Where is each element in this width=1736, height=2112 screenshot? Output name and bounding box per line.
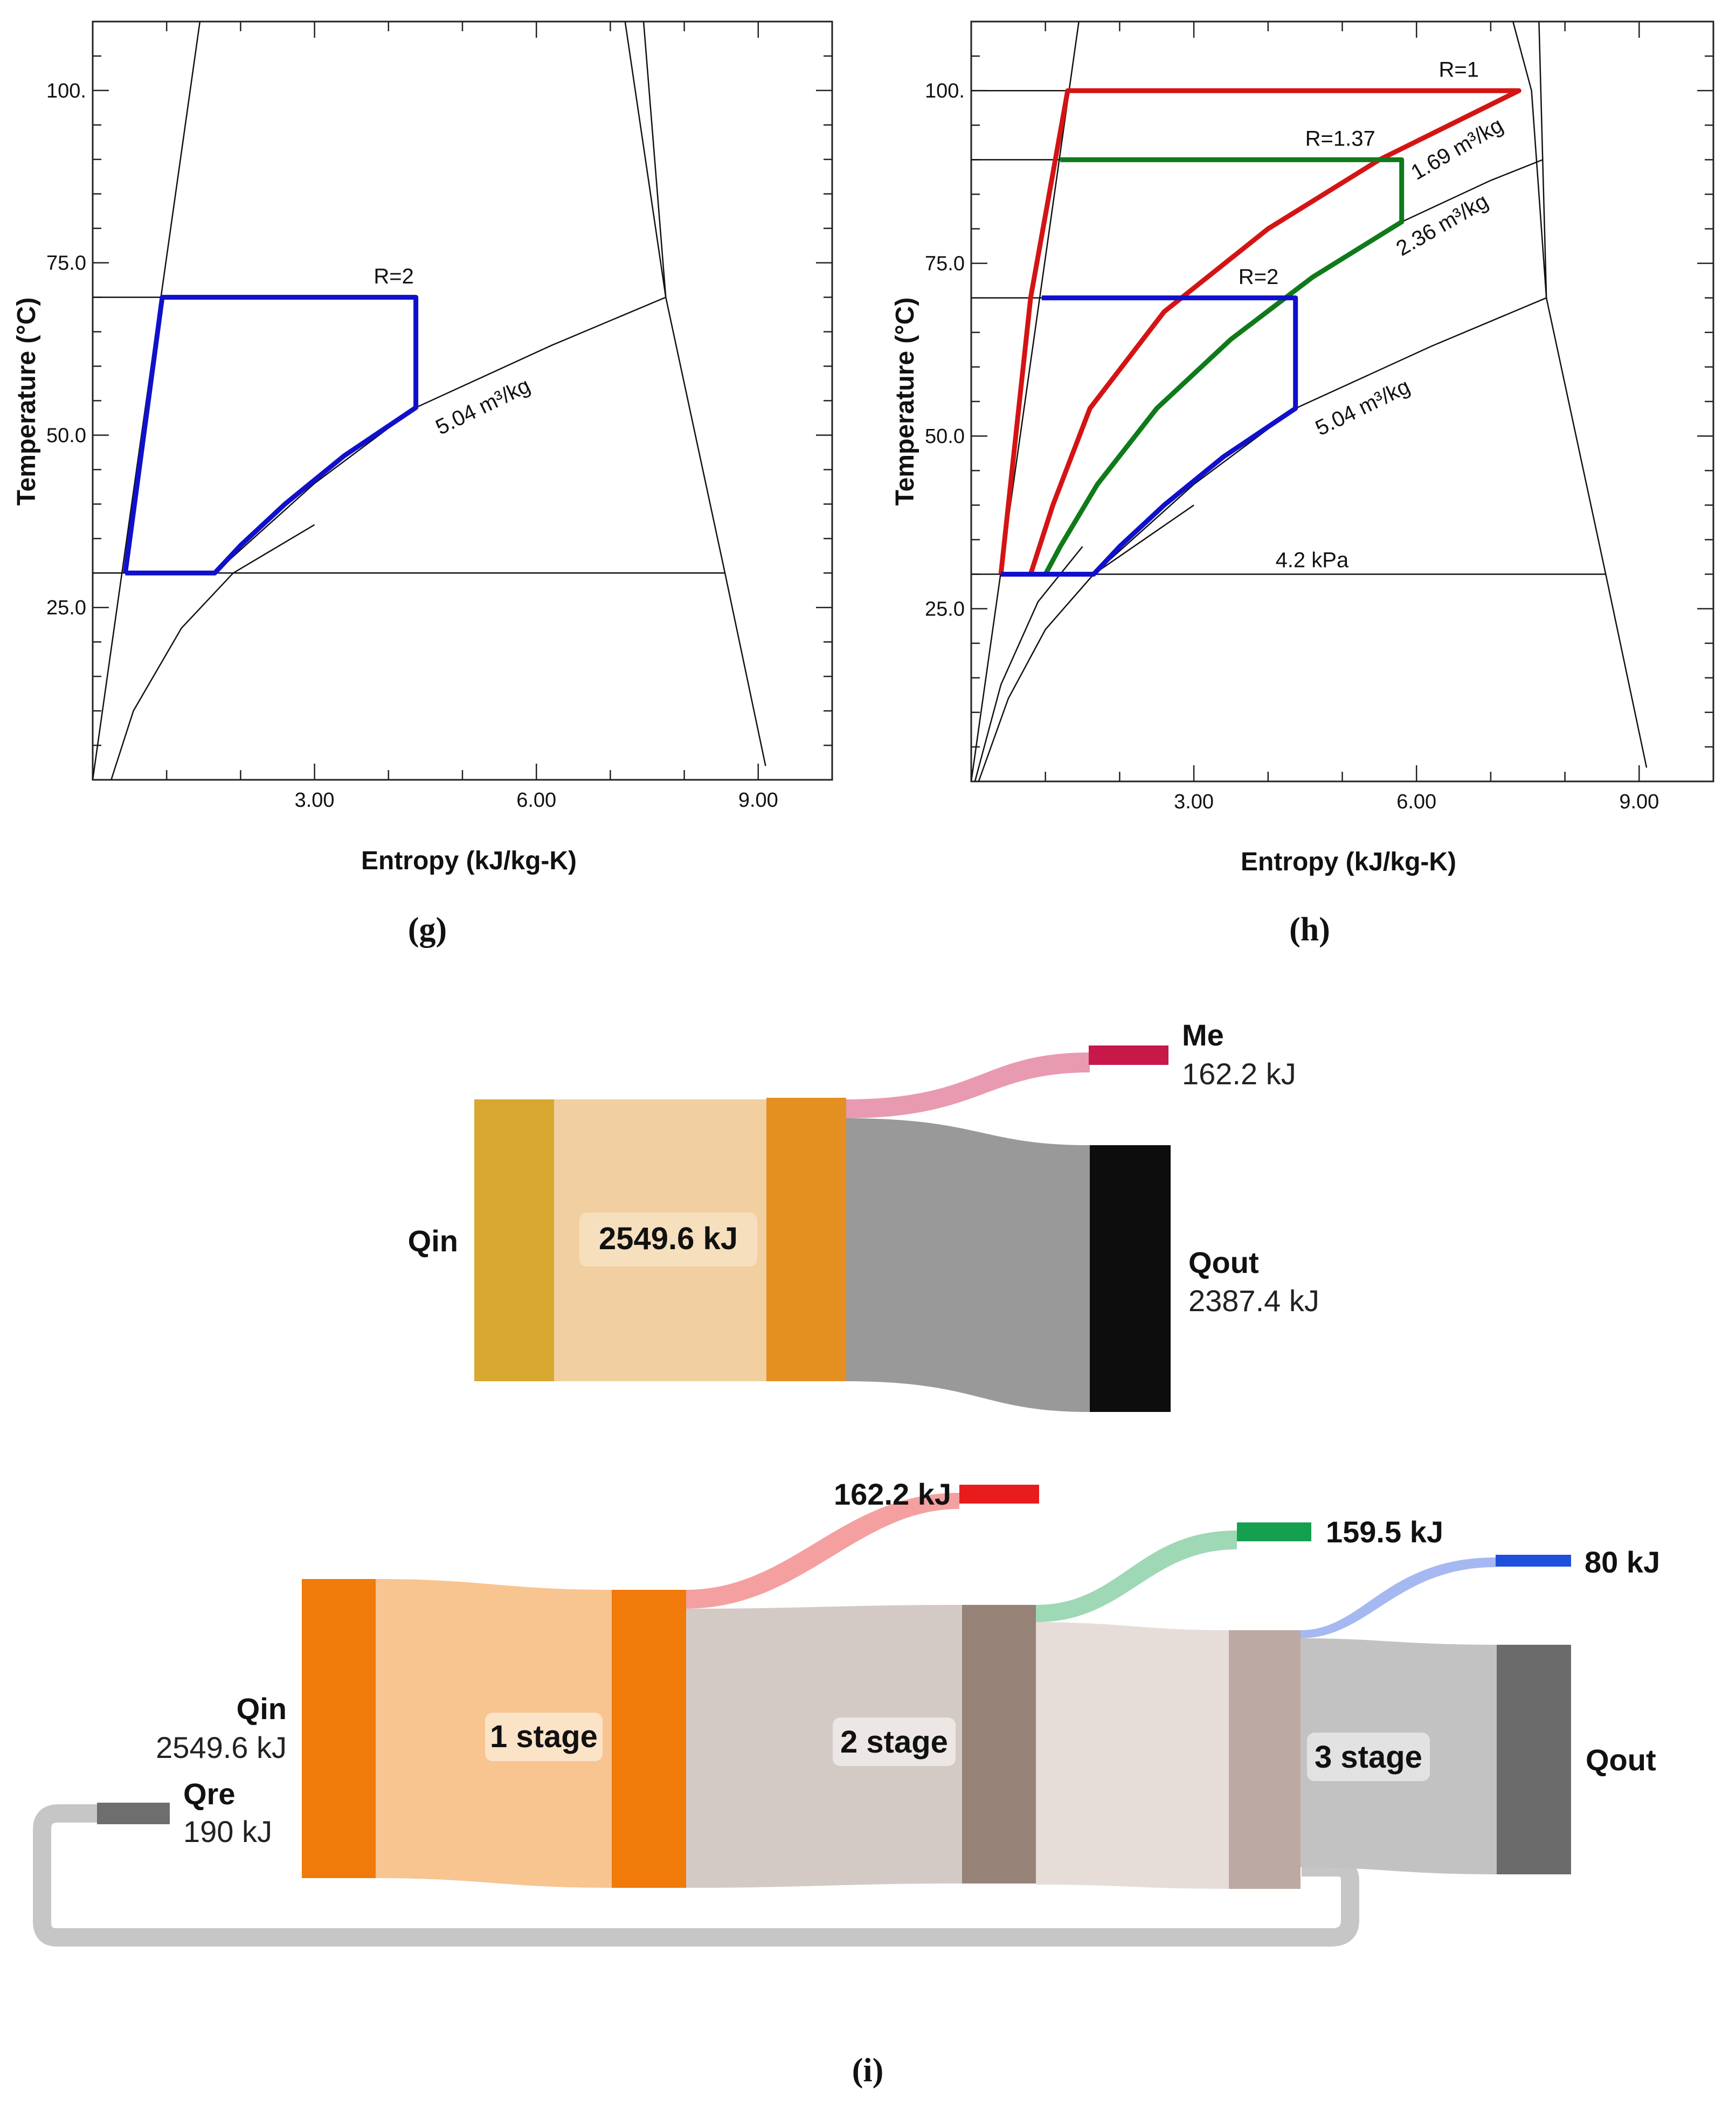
g-xtick-label: 6.00	[516, 789, 556, 812]
g-series-r-2	[122, 295, 419, 576]
h-ytick-label: 50.0	[925, 425, 965, 448]
sankey-bottom-node-qre	[97, 1803, 170, 1824]
h-series-r-2	[1001, 295, 1298, 577]
sankey-bottom-stage2-label: 2 stage	[840, 1725, 948, 1760]
sankey-bottom-node-qout	[1497, 1645, 1571, 1874]
h-xtick-label: 9.00	[1619, 791, 1659, 813]
sankey-top-mid-label-bg	[579, 1213, 757, 1266]
panel-g-caption: (g)	[408, 911, 447, 948]
g-refline-vapor-line-2	[642, 21, 667, 297]
g-xtick-label: 3.00	[295, 789, 335, 812]
h-annotation: R=1	[1439, 58, 1479, 82]
h-series-r-1-37	[1043, 157, 1405, 576]
sankey-bottom-node-loss3	[1496, 1555, 1571, 1567]
sankey-bottom-stage2-label-bg	[833, 1718, 956, 1766]
sankey-bottom-qin-value: 2549.6 kJ	[156, 1730, 287, 1764]
sankey-top-link-me	[845, 1052, 1090, 1118]
sankey-top-qout-value: 2387.4 kJ	[1188, 1284, 1319, 1318]
sankey-bottom-node-stage2	[962, 1605, 1036, 1884]
panel-g-ylabel: Temperature (°C)	[12, 297, 41, 506]
sankey-bottom-qout-name: Qout	[1586, 1743, 1656, 1777]
h-annotation: R=2	[1239, 265, 1279, 289]
panel-i-caption: (i)	[852, 2052, 884, 2089]
h-annotation: 4.2 kPa	[1276, 549, 1349, 572]
sankey-bottom-stage3-label-bg	[1307, 1733, 1430, 1781]
sankey-bottom-qre-value: 190 kJ	[183, 1815, 272, 1848]
sankey-bottom-stage3-label: 3 stage	[1315, 1740, 1422, 1775]
sankey-top-node-qin	[474, 1099, 554, 1381]
h-refline-liquid-line-2	[978, 504, 1194, 782]
sankey-bottom-recirc-loop	[33, 1804, 1359, 1947]
h-refline-vapor-line-2	[1538, 21, 1547, 298]
sankey-bottom-link-stage1-loss	[686, 1493, 959, 1609]
panel-h-ylabel: Temperature (°C)	[891, 297, 919, 506]
panel-g-xlabel: Entropy (kJ/kg-K)	[361, 847, 577, 875]
h-series-r-1	[998, 88, 1521, 577]
sankey-bottom-node-qin	[302, 1579, 376, 1878]
sankey-bottom: 1 stage 2 stage 3 stage Qin 2549.6 kJ Qr…	[33, 1477, 1660, 1947]
sankey-top-node-mid	[766, 1098, 846, 1381]
sankey-top-me-value: 162.2 kJ	[1182, 1057, 1296, 1091]
g-ytick-label: 75.0	[46, 252, 86, 275]
g-refline-liquid-line-2	[110, 524, 315, 780]
sankey-top-link-qout	[845, 1118, 1090, 1412]
sankey-bottom-node-stage3	[1229, 1630, 1301, 1889]
sankey-top: 2549.6 kJ Qin Me 162.2 kJ Qout 2387.4 kJ	[408, 1018, 1319, 1412]
panel-h-xlabel: Entropy (kJ/kg-K)	[1241, 848, 1456, 876]
sankey-bottom-link-stage1-stage2	[686, 1605, 962, 1888]
sankey-top-node-qout	[1090, 1145, 1171, 1412]
g-ytick-label: 50.0	[46, 424, 86, 447]
sankey-bottom-qin-name: Qin	[237, 1692, 287, 1726]
sankey-bottom-loss1-value: 162.2 kJ	[834, 1477, 951, 1511]
panel-g-frame	[92, 20, 833, 781]
sankey-top-me-name: Me	[1182, 1018, 1224, 1052]
h-refline-liquid-line	[970, 21, 1080, 782]
sankey-bottom-qre-name: Qre	[183, 1777, 236, 1811]
h-refline-isochore-2.36	[1401, 159, 1543, 223]
h-annotation: R=1.37	[1305, 127, 1375, 151]
h-ytick-label: 100.	[925, 80, 965, 102]
panel-h-caption: (h)	[1289, 911, 1330, 948]
sankey-bottom-stage1-label: 1 stage	[490, 1719, 598, 1754]
g-ytick-label: 25.0	[46, 597, 86, 619]
h-ytick-label: 25.0	[925, 598, 965, 621]
g-refline-vapor-line	[624, 21, 667, 297]
sankey-top-mid-value: 2549.6 kJ	[599, 1221, 738, 1256]
sankey-bottom-loss2-value: 159.5 kJ	[1326, 1515, 1443, 1549]
g-xtick-label: 9.00	[738, 789, 778, 812]
sankey-bottom-link-stage2-loss	[1036, 1531, 1237, 1622]
h-xtick-label: 3.00	[1174, 791, 1214, 813]
h-refline-vapor-line	[1512, 21, 1547, 298]
sankey-bottom-node-loss2	[1237, 1522, 1311, 1541]
sankey-bottom-stage1-label-bg	[485, 1713, 603, 1761]
sankey-top-node-me	[1089, 1045, 1168, 1065]
g-annotation: R=2	[374, 265, 414, 288]
sankey-bottom-node-loss1	[959, 1485, 1039, 1504]
sankey-bottom-loss3-value: 80 kJ	[1585, 1545, 1660, 1579]
g-ytick-label: 100.	[46, 80, 86, 102]
sankey-bottom-link-stage2-stage3	[1036, 1622, 1229, 1889]
sankey-bottom-node-stage1	[612, 1590, 686, 1888]
sankey-bottom-link-stage3-loss	[1301, 1557, 1496, 1638]
h-ytick-label: 75.0	[925, 253, 965, 275]
sankey-top-qout-name: Qout	[1188, 1245, 1259, 1279]
sankey-top-qin-name: Qin	[408, 1224, 458, 1258]
h-xtick-label: 6.00	[1396, 791, 1436, 813]
